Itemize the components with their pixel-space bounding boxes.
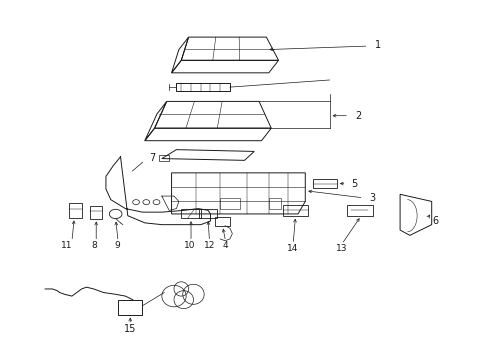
Bar — [312, 179, 336, 188]
Text: 7: 7 — [149, 153, 155, 163]
Bar — [215, 217, 229, 226]
Bar — [220, 198, 239, 208]
Bar — [69, 203, 81, 217]
Bar — [283, 205, 307, 216]
Bar — [90, 206, 102, 219]
Text: 13: 13 — [335, 244, 347, 253]
Text: 11: 11 — [61, 241, 73, 250]
Text: 9: 9 — [114, 241, 120, 250]
Text: 12: 12 — [203, 241, 215, 250]
Bar — [346, 205, 372, 216]
Text: 5: 5 — [350, 179, 356, 189]
Bar — [118, 300, 142, 315]
Text: 3: 3 — [368, 193, 374, 203]
Text: 14: 14 — [287, 244, 298, 253]
Bar — [199, 209, 216, 218]
Text: 4: 4 — [222, 241, 228, 250]
Text: 10: 10 — [184, 241, 195, 250]
Bar — [159, 155, 169, 161]
Bar — [181, 209, 201, 218]
Text: 1: 1 — [374, 40, 381, 50]
Text: 8: 8 — [91, 241, 97, 250]
Text: 15: 15 — [124, 324, 136, 334]
Bar — [268, 198, 281, 208]
Text: 2: 2 — [355, 111, 361, 121]
Text: 6: 6 — [431, 216, 437, 226]
